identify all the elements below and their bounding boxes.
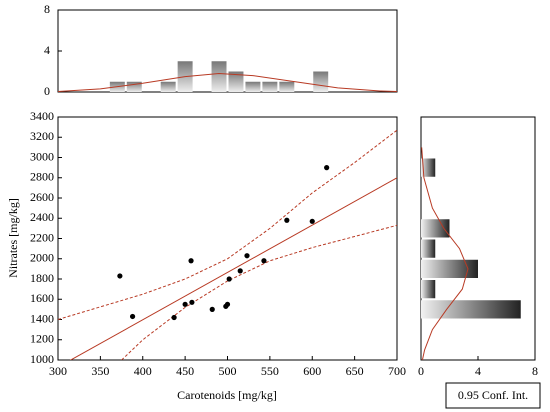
y-tick-label: 2400 <box>30 210 54 224</box>
point <box>309 218 315 224</box>
x-tick-label: 500 <box>219 364 237 378</box>
hist-bar <box>313 71 329 92</box>
x-tick-label: 700 <box>388 364 406 378</box>
hist-bar <box>279 81 295 92</box>
hist-bar <box>262 81 278 92</box>
y-tick-label: 2000 <box>30 251 54 265</box>
hist-bar <box>421 239 436 258</box>
y-tick-label: 1600 <box>30 291 54 305</box>
x-tick-label: 400 <box>134 364 152 378</box>
point <box>209 306 215 312</box>
x-tick-label: 650 <box>346 364 364 378</box>
density-curve <box>57 72 398 92</box>
x-axis-label: Carotenoids [mg/kg] <box>177 388 277 402</box>
x-tick-label: 4 <box>475 364 481 378</box>
x-tick-label: 350 <box>91 364 109 378</box>
point <box>182 301 188 307</box>
x-tick-label: 550 <box>261 364 279 378</box>
point <box>189 299 195 305</box>
legend-box <box>445 382 541 409</box>
conf-lower <box>121 224 397 360</box>
hist-bar <box>160 81 176 92</box>
x-tick-label: 0 <box>418 364 424 378</box>
y-tick-label: 3200 <box>30 129 54 143</box>
conf-upper <box>58 129 397 320</box>
y-tick-label: 4 <box>44 43 50 57</box>
x-tick-label: 600 <box>303 364 321 378</box>
hist-bar <box>126 81 142 92</box>
legend-text: 0.95 Conf. Int. <box>458 388 528 402</box>
y-tick-label: 2600 <box>30 190 54 204</box>
y-tick-label: 8 <box>44 2 50 16</box>
hist-bar <box>421 158 436 177</box>
point <box>261 258 267 264</box>
fit-line <box>69 177 397 360</box>
x-tick-label: 8 <box>532 364 538 378</box>
hist-bar <box>421 280 436 299</box>
y-tick-label: 2200 <box>30 230 54 244</box>
hist-bar <box>421 219 450 238</box>
point <box>284 217 290 223</box>
y-tick-label: 0 <box>44 84 50 98</box>
y-tick-label: 1200 <box>30 332 54 346</box>
plot-frame <box>57 116 398 361</box>
point <box>188 258 194 264</box>
point <box>129 313 136 320</box>
y-axis-label: Nitrates [mg/kg] <box>6 198 20 278</box>
point <box>226 276 232 282</box>
y-tick-label: 1400 <box>30 311 54 325</box>
hist-bar <box>211 61 227 92</box>
hist-bar <box>421 259 478 278</box>
top-frame <box>57 9 398 93</box>
point <box>117 273 123 279</box>
hist-bar <box>245 81 261 92</box>
y-tick-label: 3400 <box>30 109 54 123</box>
hist-bar <box>228 71 244 92</box>
y-tick-label: 1000 <box>30 352 54 366</box>
y-tick-label: 1800 <box>30 271 54 285</box>
point <box>171 314 177 321</box>
point <box>237 268 243 274</box>
right-frame <box>420 116 536 361</box>
x-tick-label: 450 <box>176 364 194 378</box>
point <box>324 165 330 171</box>
y-tick-label: 3000 <box>30 149 54 163</box>
density-curve <box>421 147 469 361</box>
point <box>244 253 250 259</box>
hist-bar <box>421 300 521 319</box>
x-tick-label: 300 <box>49 364 67 378</box>
y-tick-label: 2800 <box>30 170 54 184</box>
point <box>224 301 231 307</box>
